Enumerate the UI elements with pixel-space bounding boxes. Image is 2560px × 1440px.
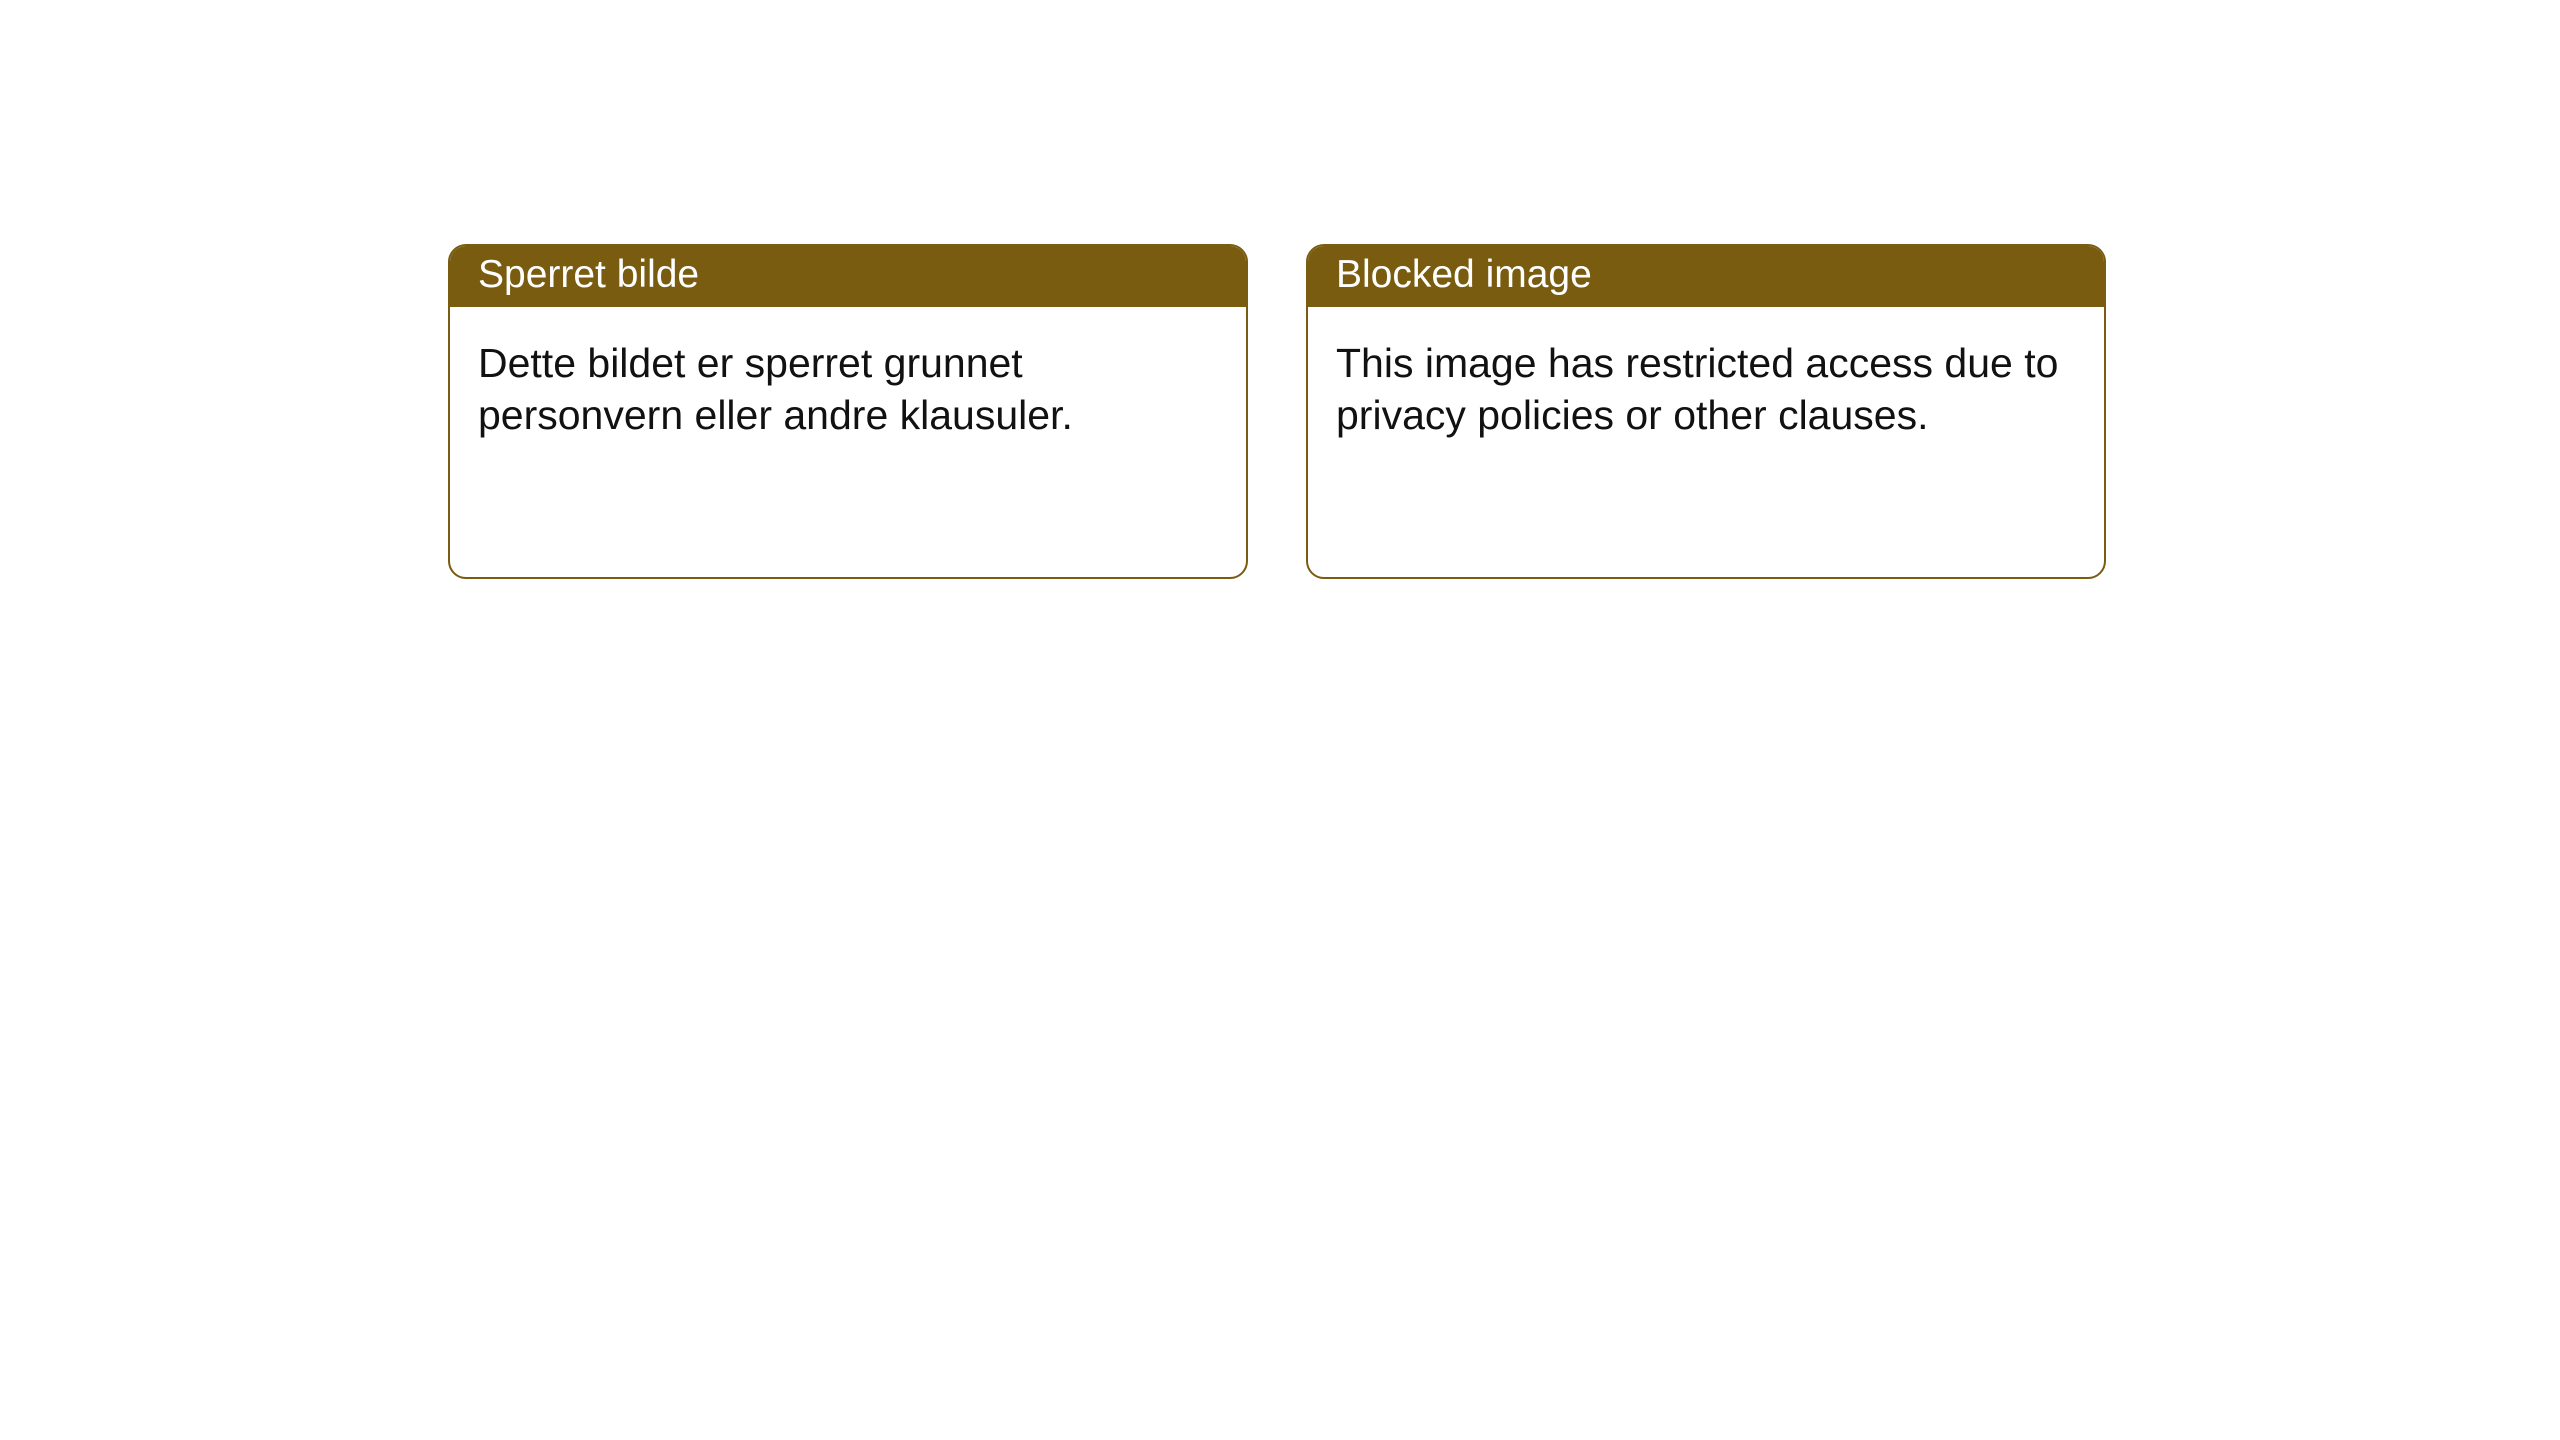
card-body: Dette bildet er sperret grunnet personve… — [450, 307, 1246, 577]
card-title: Sperret bilde — [450, 246, 1246, 307]
card-body: This image has restricted access due to … — [1308, 307, 2104, 577]
blocked-image-card-no: Sperret bilde Dette bildet er sperret gr… — [448, 244, 1248, 579]
blocked-image-card-en: Blocked image This image has restricted … — [1306, 244, 2106, 579]
card-title: Blocked image — [1308, 246, 2104, 307]
cards-row: Sperret bilde Dette bildet er sperret gr… — [0, 0, 2560, 579]
